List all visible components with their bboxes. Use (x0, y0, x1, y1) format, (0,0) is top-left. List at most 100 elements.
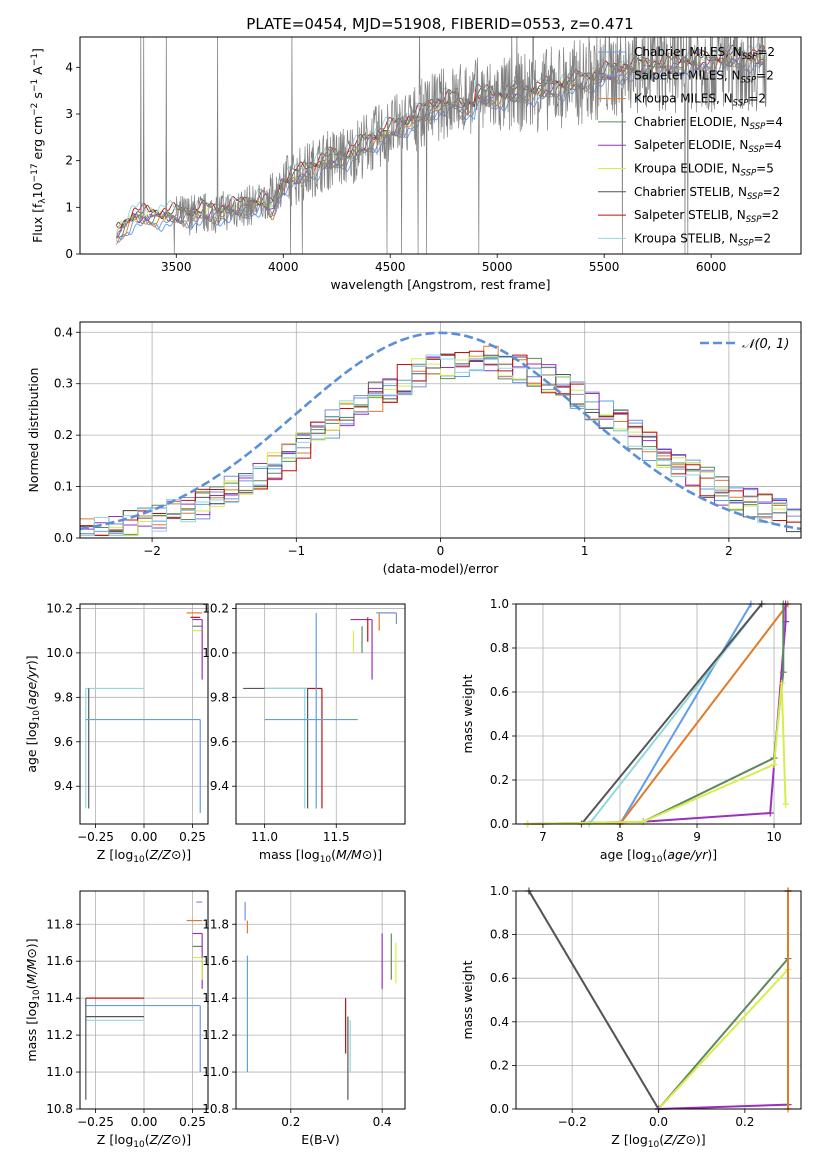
x-axis-label: (data-model)/error (383, 561, 500, 576)
figure-title: PLATE=0454, MJD=51908, FIBERID=0553, z=0… (246, 15, 633, 33)
x-tick-label: 9 (693, 830, 701, 844)
y-tick-label: 11.0 (46, 1065, 73, 1079)
spectrum-panel: 3500 4000 4500 5000 5500 6000 0 1 2 3 4 wavelength … (30, 36, 802, 292)
x-tick-label: 0 (437, 544, 445, 558)
y-tick-label: 0.8 (490, 641, 509, 655)
x-tick-label: −2 (143, 544, 161, 558)
x-tick-label: 2 (725, 544, 733, 558)
x-tick-label: 6000 (696, 260, 727, 274)
data-point-marker (779, 668, 787, 676)
y-tick-label: 11.6 (202, 954, 229, 968)
y-tick-label: 0.6 (490, 971, 509, 985)
y-tick-label: 10.8 (46, 1102, 73, 1116)
axes-frame (79, 36, 802, 255)
y-tick-label: 11.6 (46, 954, 73, 968)
y-tick-label: 11.2 (202, 1028, 229, 1042)
x-tick-label: 0.2 (281, 1115, 300, 1129)
residuals-panel: −2 −1 0 1 2 0.0 0.1 0.2 0.3 0.4 (data-model)/error… (26, 321, 802, 576)
y-tick-label: 11.4 (46, 991, 73, 1005)
x-tick-label: 0.00 (131, 830, 158, 844)
y-tick-label: 0.2 (490, 773, 509, 787)
y-tick-label: 9.4 (54, 779, 73, 793)
series-line (528, 890, 660, 1110)
y-tick-label: 11.0 (202, 1065, 229, 1079)
series-line (658, 891, 789, 1110)
x-tick-label: 3500 (161, 260, 192, 274)
data-point-marker (770, 761, 778, 769)
legend-label: Chabrier STELIB, NSSP=2 (634, 185, 780, 202)
y-tick-label: 10.2 (202, 601, 229, 615)
y-tick-label: 4 (65, 60, 73, 74)
y-tick-label: 9.8 (210, 690, 229, 704)
y-tick-label: 9.4 (210, 779, 229, 793)
mass-vs-EBV-panel: 0.2 0.4 10.8 11.0 11.2 11.4 11.6 11.8 E(B-V) (202, 890, 406, 1147)
y-tick-label: 0.4 (490, 1015, 509, 1029)
x-tick-label: 0.00 (131, 1115, 158, 1129)
x-tick-label: −0.25 (77, 1115, 114, 1129)
y-tick-label: 1.0 (490, 884, 509, 898)
data-point-marker (782, 800, 790, 808)
legend-label: Salpeter ELODIE, NSSP=4 (634, 138, 782, 155)
x-axis-label: wavelength [Angstrom, rest frame] (330, 277, 550, 292)
y-tick-label: 0.2 (54, 428, 73, 442)
series-line (619, 603, 752, 825)
age-vs-Z-panel: −0.25 0.00 0.25 9.4 9.6 9.8 10.0 10.2 Z [log10(Z… (24, 601, 209, 865)
axes-frame (515, 603, 802, 825)
y-tick-label: 9.8 (54, 690, 73, 704)
x-axis-label: age [log10(age/yr)] (600, 847, 717, 865)
y-tick-label: 3 (65, 107, 73, 121)
y-tick-label: 11.2 (46, 1028, 73, 1042)
x-tick-label: 0.25 (179, 1115, 206, 1129)
x-tick-label: 0.25 (179, 830, 206, 844)
legend-label: Kroupa ELODIE, NSSP=5 (634, 162, 774, 179)
series-line (619, 603, 789, 825)
y-axis-label: Flux [fλ10−17 erg cm−2 s−1 A−1] (30, 48, 48, 243)
x-axis-label: Z [log10(Z/Z⊙)] (97, 847, 191, 865)
x-tick-label: 5500 (589, 260, 620, 274)
y-tick-label: 0.6 (490, 685, 509, 699)
x-tick-label: 5000 (482, 260, 513, 274)
data-point-marker (766, 809, 774, 817)
y-tick-label: 0.0 (490, 817, 509, 831)
legend-label: Chabrier ELODIE, NSSP=4 (634, 115, 783, 132)
x-tick-label: −1 (287, 544, 305, 558)
y-axis-label: age [log10(age/yr)] (24, 655, 42, 772)
y-tick-label: 10.0 (46, 646, 73, 660)
y-tick-label: 10.8 (202, 1102, 229, 1116)
axes-frame (235, 890, 406, 1110)
spectrum-plot (115, 37, 767, 254)
legend-label: Salpeter MILES, NSSP=2 (634, 68, 774, 85)
observed-spectrum-line (116, 37, 767, 254)
residuals-plot (80, 331, 801, 536)
y-tick-label: 11.8 (202, 917, 229, 931)
legend: Chabrier MILES, NSSP=2 Salpeter MILES, NS… (598, 45, 783, 248)
x-tick-label: −0.25 (77, 830, 114, 844)
x-tick-label: 11.0 (251, 830, 278, 844)
x-tick-label: 1 (581, 544, 589, 558)
series-line (657, 891, 789, 1110)
series-line (657, 966, 789, 1110)
y-tick-label: 10.0 (202, 646, 229, 660)
y-tick-label: 9.6 (210, 735, 229, 749)
mass-weight-vs-age-panel: 7 8 9 10 0.0 0.2 0.4 0.6 0.8 1.0 age [log10(age/yr… (460, 597, 802, 865)
y-axis-label: Normed distribution (26, 368, 41, 493)
x-axis-label: Z [log10(Z/Z⊙)] (611, 1132, 705, 1150)
legend-label: 𝒩(0, 1) (742, 337, 789, 352)
y-tick-label: 10.2 (46, 601, 73, 615)
y-tick-label: 0.4 (490, 729, 509, 743)
mass-weight-vs-Z-panel: −0.2 0.0 0.2 0.0 0.2 0.4 0.6 0.8 1.0 Z [log10(Z/Z… (460, 884, 802, 1150)
y-axis-label: mass weight (460, 960, 475, 1039)
x-tick-label: 8 (616, 830, 624, 844)
y-tick-label: 11.4 (202, 991, 229, 1005)
legend-label: Kroupa STELIB, NSSP=2 (634, 231, 771, 248)
series-line (580, 603, 763, 825)
x-tick-label: 0.0 (649, 1115, 668, 1129)
y-tick-label: 0.3 (54, 377, 73, 391)
y-tick-label: 0.2 (490, 1058, 509, 1072)
x-axis-label: mass [log10(M/M⊙)] (259, 847, 382, 865)
y-tick-label: 0 (65, 247, 73, 261)
legend-label: Kroupa MILES, NSSP=2 (634, 92, 766, 109)
x-tick-label: 0.2 (735, 1115, 754, 1129)
y-tick-label: 0.1 (54, 480, 73, 494)
